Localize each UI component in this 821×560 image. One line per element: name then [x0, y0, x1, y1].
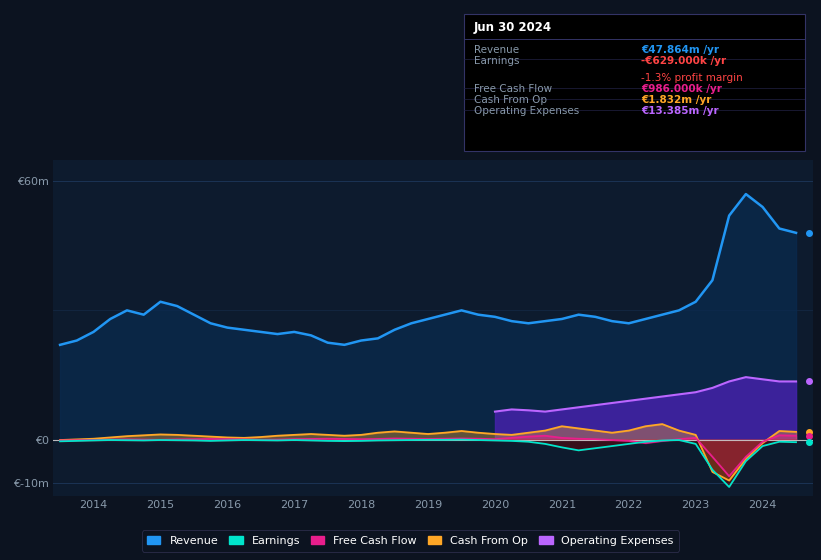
Text: €986.000k /yr: €986.000k /yr [641, 85, 722, 95]
FancyBboxPatch shape [464, 14, 805, 151]
Text: €47.864m /yr: €47.864m /yr [641, 45, 719, 55]
Text: Free Cash Flow: Free Cash Flow [474, 85, 553, 95]
Text: €13.385m /yr: €13.385m /yr [641, 106, 718, 116]
Text: Earnings: Earnings [474, 55, 520, 66]
Text: €1.832m /yr: €1.832m /yr [641, 95, 712, 105]
Text: -1.3% profit margin: -1.3% profit margin [641, 73, 743, 83]
Text: -€629.000k /yr: -€629.000k /yr [641, 55, 726, 66]
Text: Jun 30 2024: Jun 30 2024 [474, 21, 553, 34]
Text: Cash From Op: Cash From Op [474, 95, 547, 105]
Text: Revenue: Revenue [474, 45, 519, 55]
Legend: Revenue, Earnings, Free Cash Flow, Cash From Op, Operating Expenses: Revenue, Earnings, Free Cash Flow, Cash … [141, 530, 680, 552]
Text: Operating Expenses: Operating Expenses [474, 106, 580, 116]
